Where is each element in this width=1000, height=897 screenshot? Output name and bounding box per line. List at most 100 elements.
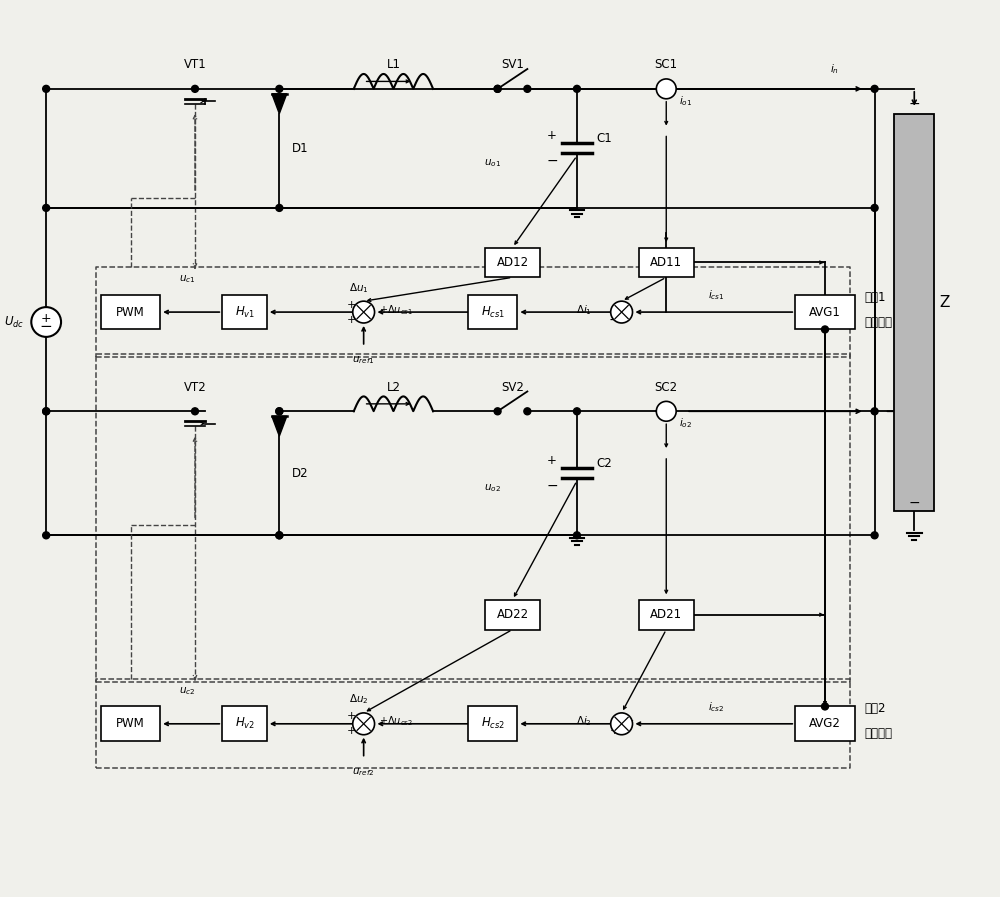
Circle shape (611, 301, 633, 323)
Text: −: − (608, 312, 620, 327)
Circle shape (276, 85, 283, 92)
Circle shape (871, 408, 878, 414)
FancyBboxPatch shape (101, 295, 160, 329)
Text: 控制系统: 控制系统 (865, 316, 893, 328)
Circle shape (524, 85, 531, 92)
Text: −: − (546, 479, 558, 492)
Text: −: − (546, 153, 558, 168)
Polygon shape (272, 94, 287, 114)
Circle shape (494, 85, 501, 92)
Circle shape (656, 401, 676, 422)
Text: PWM: PWM (116, 718, 145, 730)
Text: −: − (40, 319, 53, 335)
Text: 模块1: 模块1 (865, 291, 886, 304)
Text: D2: D2 (292, 466, 308, 480)
Circle shape (353, 301, 375, 323)
Text: $i_{cs2}$: $i_{cs2}$ (708, 700, 724, 714)
Text: AD21: AD21 (650, 608, 682, 622)
FancyBboxPatch shape (485, 248, 540, 277)
Circle shape (276, 205, 283, 212)
Text: 控制系统: 控制系统 (865, 727, 893, 740)
Text: D1: D1 (292, 142, 308, 155)
Circle shape (43, 532, 50, 539)
Text: $u_{ref2}$: $u_{ref2}$ (352, 766, 375, 778)
Text: $\Delta u_1$: $\Delta u_1$ (349, 281, 369, 295)
Text: +: + (347, 727, 356, 736)
Text: L1: L1 (386, 58, 400, 72)
Text: $u_{ref1}$: $u_{ref1}$ (352, 354, 375, 366)
Text: $H_{v2}$: $H_{v2}$ (235, 717, 255, 731)
Text: $i_n$: $i_n$ (830, 63, 839, 76)
Text: SC1: SC1 (655, 58, 678, 72)
Text: $i_{o2}$: $i_{o2}$ (679, 416, 692, 430)
Text: $\Delta i_1$: $\Delta i_1$ (576, 302, 592, 317)
Polygon shape (272, 416, 287, 436)
Text: −: − (908, 496, 920, 510)
Circle shape (871, 85, 878, 92)
Text: +: + (347, 300, 356, 309)
FancyBboxPatch shape (485, 600, 540, 630)
Circle shape (276, 408, 283, 414)
Circle shape (573, 532, 580, 539)
Circle shape (43, 408, 50, 414)
Circle shape (43, 408, 50, 414)
Text: SV2: SV2 (501, 381, 524, 394)
Text: *: * (362, 712, 368, 726)
Circle shape (822, 326, 828, 333)
Circle shape (192, 408, 198, 414)
Text: +: + (347, 711, 356, 721)
Text: +: + (547, 129, 557, 143)
Text: C2: C2 (597, 457, 613, 470)
Text: $\Delta u_2$: $\Delta u_2$ (349, 692, 368, 707)
Circle shape (494, 408, 501, 414)
Text: C1: C1 (597, 132, 613, 145)
Text: 模块2: 模块2 (865, 702, 886, 716)
Circle shape (611, 713, 633, 735)
Text: $\Delta i_2$: $\Delta i_2$ (576, 714, 592, 728)
Text: VT1: VT1 (184, 58, 206, 72)
Circle shape (573, 85, 580, 92)
Text: +: + (41, 311, 51, 325)
Circle shape (192, 85, 198, 92)
FancyBboxPatch shape (468, 707, 517, 741)
Text: $i_{o1}$: $i_{o1}$ (679, 94, 692, 108)
Text: PWM: PWM (116, 306, 145, 318)
Circle shape (31, 307, 61, 337)
Text: $H_{cs2}$: $H_{cs2}$ (481, 717, 505, 731)
Circle shape (871, 532, 878, 539)
FancyBboxPatch shape (222, 295, 267, 329)
Circle shape (276, 408, 283, 414)
FancyBboxPatch shape (795, 707, 855, 741)
FancyBboxPatch shape (795, 295, 855, 329)
FancyBboxPatch shape (101, 707, 160, 741)
Text: $+\Delta u_{cs1}$: $+\Delta u_{cs1}$ (379, 302, 412, 317)
Text: VT2: VT2 (184, 381, 206, 394)
Circle shape (656, 79, 676, 99)
Circle shape (822, 703, 828, 710)
Circle shape (43, 85, 50, 92)
Text: +: + (624, 717, 634, 727)
Circle shape (43, 205, 50, 212)
Text: $u_{c2}$: $u_{c2}$ (179, 684, 196, 697)
Text: +: + (609, 727, 619, 736)
Text: AD22: AD22 (496, 608, 529, 622)
Text: $u_{o1}$: $u_{o1}$ (484, 157, 501, 170)
Circle shape (871, 205, 878, 212)
Text: SV1: SV1 (501, 58, 524, 72)
Circle shape (353, 713, 375, 735)
Text: $H_{v1}$: $H_{v1}$ (235, 305, 255, 319)
Text: +: + (624, 305, 634, 315)
Text: +: + (547, 455, 557, 467)
FancyBboxPatch shape (639, 600, 694, 630)
Text: −: − (908, 97, 920, 110)
Circle shape (276, 532, 283, 539)
Circle shape (524, 408, 531, 414)
Text: AVG1: AVG1 (809, 306, 841, 318)
Text: $u_{o2}$: $u_{o2}$ (484, 483, 501, 494)
Text: L2: L2 (386, 381, 400, 394)
Text: AD12: AD12 (496, 256, 529, 269)
Bar (894, 114, 934, 510)
Text: $H_{cs1}$: $H_{cs1}$ (481, 305, 505, 319)
Text: AVG2: AVG2 (809, 718, 841, 730)
Text: +: + (347, 315, 356, 325)
